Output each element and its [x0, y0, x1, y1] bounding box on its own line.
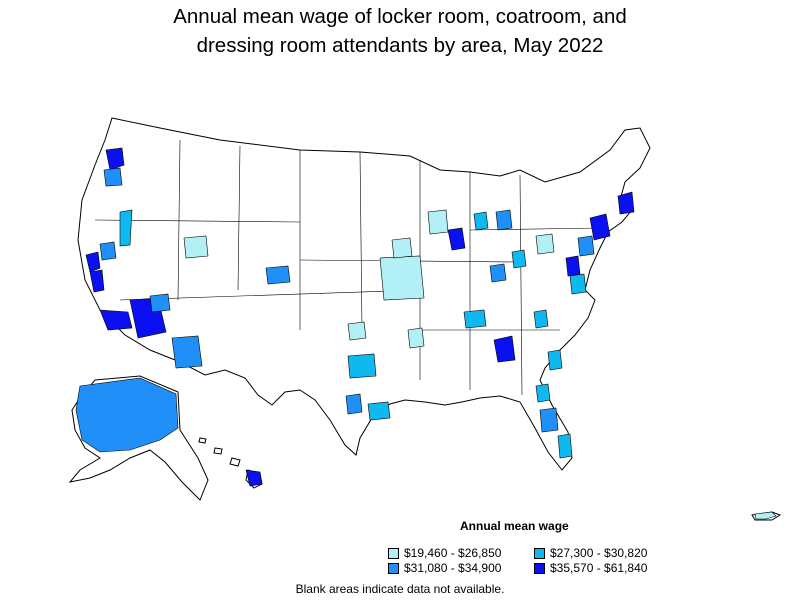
area-kansas-missouri [379, 255, 425, 301]
legend-item-2: $27,300 - $30,820 [534, 546, 647, 560]
area-puerto-rico [754, 511, 777, 520]
contiguous-us-outline [77, 117, 651, 471]
area-atlanta [493, 335, 516, 363]
legend-label-3: $31,080 - $34,900 [404, 561, 502, 575]
area-boise [119, 209, 133, 247]
area-wisconsin [427, 209, 449, 235]
legend-swatch-2 [534, 547, 545, 559]
area-indianapolis [489, 263, 507, 283]
hawaii-island-oahu [213, 447, 223, 455]
area-los-angeles [99, 309, 133, 331]
area-boston [617, 191, 635, 215]
area-seattle [105, 147, 125, 171]
hawaii-island-kauai [198, 437, 207, 444]
legend-label-2: $27,300 - $30,820 [550, 546, 648, 560]
area-charlotte [533, 309, 549, 329]
legend-item-1: $19,460 - $26,850 [388, 546, 501, 560]
area-washington [565, 255, 581, 277]
area-new-york [589, 213, 611, 241]
area-detroit [495, 209, 513, 231]
area-sacramento [99, 241, 117, 261]
area-san-francisco [85, 251, 101, 273]
map-title: Annual mean wage of locker room, coatroo… [0, 2, 800, 60]
area-alaska [75, 377, 179, 453]
legend-item-4: $35,570 - $61,840 [534, 561, 647, 575]
legend-label-1: $19,460 - $26,850 [404, 546, 502, 560]
area-nashville [463, 309, 487, 329]
legend-item-3: $31,080 - $34,900 [388, 561, 501, 575]
area-hawaii [245, 469, 263, 487]
no-data-note: Blank areas indicate data not available. [295, 582, 505, 596]
area-tampa [539, 407, 559, 433]
area-san-jose [89, 269, 105, 293]
area-tucson [171, 335, 203, 369]
area-chicago [447, 227, 466, 251]
area-jacksonville [535, 383, 551, 403]
area-denver [265, 265, 291, 285]
legend-label-4: $35,570 - $61,840 [550, 561, 648, 575]
area-oklahoma-dallas [347, 353, 377, 379]
legend-swatch-1 [388, 547, 399, 559]
area-arkansas [407, 327, 425, 349]
area-oklahoma-north [347, 321, 367, 341]
map-title-line-2: dressing room attendants by area, May 20… [196, 34, 604, 57]
area-houston [367, 401, 391, 421]
map-title-line-1: Annual mean wage of locker room, coatroo… [173, 5, 627, 28]
area-columbus [511, 249, 527, 269]
legend-swatch-3 [388, 562, 399, 574]
area-grand-rapids [473, 211, 489, 231]
area-philadelphia [577, 235, 595, 257]
area-las-vegas [149, 293, 171, 313]
area-miami [557, 433, 573, 459]
hawaii-island-maui [229, 457, 241, 467]
legend-swatch-4 [534, 562, 545, 574]
area-richmond [569, 273, 587, 295]
area-austin [345, 393, 363, 415]
area-portland [103, 167, 123, 187]
area-pennsylvania [535, 233, 555, 255]
area-iowa [391, 237, 413, 259]
metro-areas [75, 147, 777, 520]
area-charleston [547, 349, 563, 371]
area-salt-lake [183, 235, 209, 259]
legend-title: Annual mean wage [460, 519, 569, 533]
